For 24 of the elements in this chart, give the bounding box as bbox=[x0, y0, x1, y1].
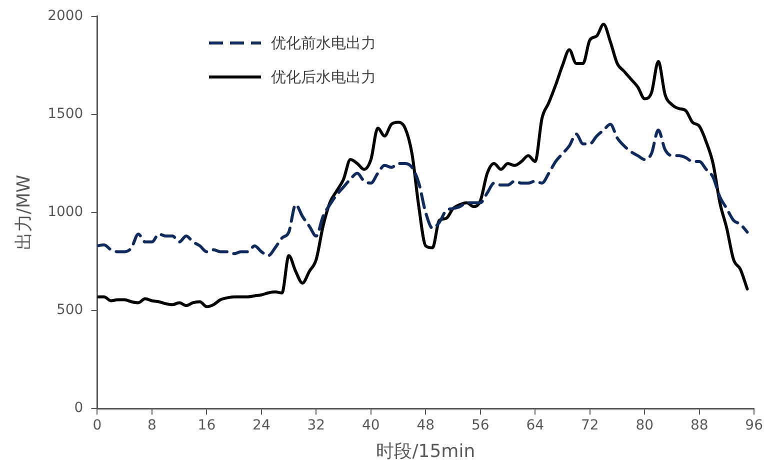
x-tick-label: 40 bbox=[362, 418, 380, 434]
legend-label: 优化前水电出力 bbox=[271, 34, 376, 53]
x-tick-label: 16 bbox=[198, 418, 216, 434]
y-tick-label: 1000 bbox=[48, 204, 84, 220]
x-tick-label: 32 bbox=[307, 418, 326, 434]
x-tick-label: 24 bbox=[252, 418, 270, 434]
x-axis-title: 时段/15min bbox=[376, 440, 476, 462]
line-series bbox=[97, 22, 749, 308]
y-tick-label: 0 bbox=[74, 400, 84, 416]
x-tick-label: 96 bbox=[745, 418, 764, 434]
x-tick-label: 56 bbox=[471, 418, 490, 434]
y-tick-label: 2000 bbox=[48, 8, 84, 24]
x-tick-label: 48 bbox=[416, 418, 435, 434]
x-tick-label: 80 bbox=[636, 418, 654, 434]
y-tick-label: 500 bbox=[56, 302, 84, 318]
y-tick-label: 1500 bbox=[48, 106, 84, 122]
x-tick-label: 0 bbox=[92, 418, 102, 434]
x-tick-label: 64 bbox=[526, 418, 544, 434]
x-tick-label: 8 bbox=[148, 418, 156, 434]
x-tick-label: 88 bbox=[690, 418, 708, 434]
y-axis-title: 出力/MW bbox=[13, 174, 34, 250]
line-series bbox=[97, 122, 749, 258]
x-tick-label: 72 bbox=[580, 418, 599, 434]
legend-label: 优化后水电出力 bbox=[271, 68, 376, 87]
